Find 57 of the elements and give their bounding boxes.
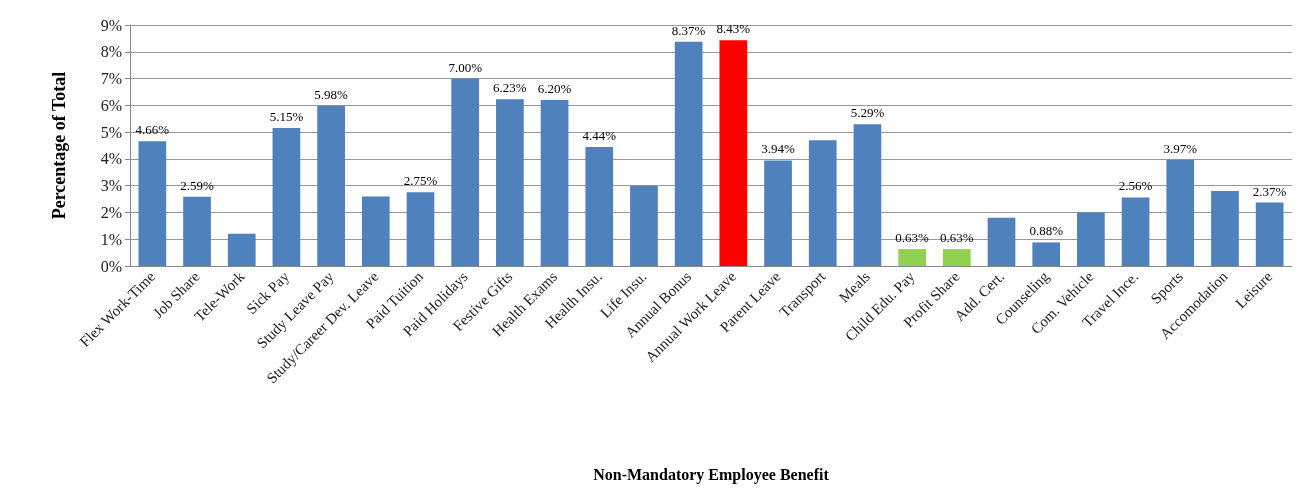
bar: [630, 185, 658, 266]
data-label: 6.20%: [537, 80, 572, 96]
bar: [1121, 197, 1150, 266]
bar: [183, 196, 211, 266]
data-label: 8.37%: [671, 22, 706, 38]
bar: [227, 233, 256, 266]
data-label: 2.37%: [1252, 183, 1287, 199]
bar: [585, 147, 614, 266]
data-label: 2.75%: [403, 173, 438, 189]
y-tick-label: 5%: [100, 123, 122, 141]
bar: [496, 99, 524, 266]
bar: [898, 249, 926, 266]
data-label: 4.44%: [582, 128, 617, 144]
y-tick-label: 0%: [100, 257, 122, 275]
bar: [808, 140, 837, 266]
bar: [272, 128, 301, 266]
bar: [138, 141, 167, 266]
bar: [987, 217, 1016, 266]
data-label: 5.29%: [850, 105, 885, 121]
data-label: 2.56%: [1118, 178, 1153, 194]
bar: [1211, 191, 1239, 266]
bar: [451, 78, 480, 266]
y-tick-label: 3%: [100, 177, 122, 195]
y-tick-label: 9%: [100, 16, 122, 34]
bar: [540, 99, 569, 266]
y-axis-title: Percentage of Total: [49, 71, 69, 220]
bar: [361, 196, 390, 266]
bar: [764, 160, 792, 266]
y-tick-label: 4%: [100, 150, 122, 168]
bar: [674, 41, 703, 266]
bar: [1255, 202, 1284, 266]
y-tick-label: 2%: [100, 203, 122, 221]
bar: [406, 192, 435, 266]
bar: [1032, 242, 1061, 266]
data-label: 0.63%: [895, 230, 930, 246]
bar: [942, 249, 971, 266]
data-label: 2.59%: [180, 177, 214, 193]
bar: [1166, 159, 1195, 266]
y-tick-label: 6%: [100, 96, 122, 114]
data-label: 8.43%: [716, 21, 751, 37]
bar: [317, 105, 345, 266]
y-tick-label: 7%: [100, 70, 122, 88]
data-label: 0.63%: [940, 230, 974, 246]
bar: [1077, 212, 1105, 266]
data-label: 3.94%: [761, 141, 795, 157]
data-label: 3.97%: [1163, 140, 1198, 156]
x-axis-title: Non-Mandatory Employee Benefit: [593, 465, 830, 484]
data-label: 7.00%: [448, 59, 483, 75]
data-label: 5.98%: [314, 86, 349, 102]
y-tick-label: 8%: [100, 43, 122, 61]
bar: [853, 124, 882, 266]
y-tick-label: 1%: [100, 230, 122, 248]
data-label: 0.88%: [1029, 223, 1064, 239]
bar: [719, 40, 748, 266]
data-label: 4.66%: [135, 122, 170, 138]
data-label: 5.15%: [269, 109, 304, 125]
data-label: 6.23%: [493, 80, 527, 96]
